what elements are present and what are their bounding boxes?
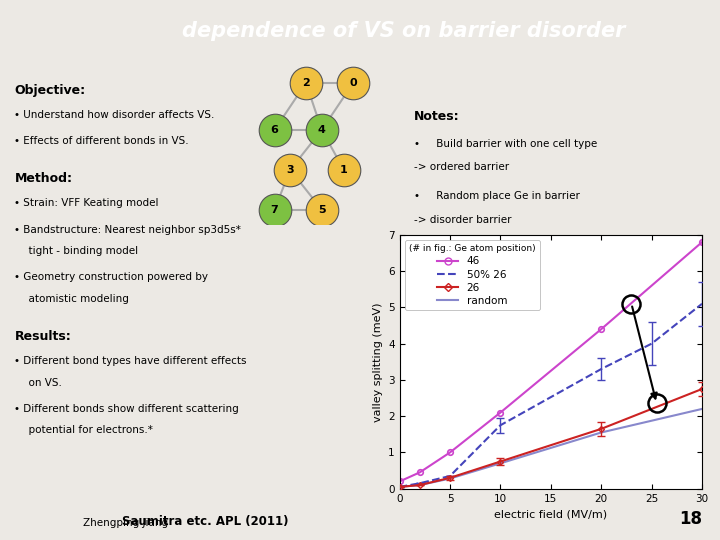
X-axis label: electric field (MV/m): electric field (MV/m) bbox=[494, 509, 608, 519]
Text: 6: 6 bbox=[271, 125, 279, 135]
Text: Notes:: Notes: bbox=[414, 110, 459, 123]
Text: 5: 5 bbox=[318, 205, 325, 214]
Text: • Understand how disorder affects VS.: • Understand how disorder affects VS. bbox=[14, 110, 215, 120]
Point bbox=[316, 205, 328, 214]
Text: 18: 18 bbox=[679, 510, 702, 528]
Text: 3: 3 bbox=[287, 165, 294, 175]
Point bbox=[269, 126, 280, 134]
Text: 7: 7 bbox=[271, 205, 279, 214]
Text: -> ordered barrier: -> ordered barrier bbox=[414, 163, 509, 172]
Text: potential for electrons.*: potential for electrons.* bbox=[22, 426, 153, 435]
Point bbox=[269, 205, 280, 214]
Text: Objective:: Objective: bbox=[14, 84, 86, 97]
Text: Saumitra etc. APL (2011): Saumitra etc. APL (2011) bbox=[122, 515, 289, 528]
Text: on VS.: on VS. bbox=[22, 377, 61, 388]
Text: Results:: Results: bbox=[14, 330, 71, 343]
Text: 4: 4 bbox=[318, 125, 325, 135]
Point bbox=[284, 165, 296, 174]
Legend: 46, 50% 26, 26, random: 46, 50% 26, 26, random bbox=[405, 240, 540, 310]
Text: tight - binding model: tight - binding model bbox=[22, 246, 138, 256]
Text: Method:: Method: bbox=[14, 172, 73, 185]
Text: 0: 0 bbox=[349, 78, 357, 88]
Text: • Bandstructure: Nearest neighbor sp3d5s*: • Bandstructure: Nearest neighbor sp3d5s… bbox=[14, 225, 241, 234]
Text: 1: 1 bbox=[340, 165, 348, 175]
Point bbox=[316, 126, 328, 134]
Text: •     Random place Ge in barrier: • Random place Ge in barrier bbox=[414, 191, 580, 201]
Text: • Geometry construction powered by: • Geometry construction powered by bbox=[14, 272, 208, 282]
Text: dependence of VS on barrier disorder: dependence of VS on barrier disorder bbox=[181, 21, 625, 41]
Text: • Strain: VFF Keating model: • Strain: VFF Keating model bbox=[14, 198, 159, 208]
Text: • Different bond types have different effects: • Different bond types have different ef… bbox=[14, 356, 247, 366]
Text: • Effects of different bonds in VS.: • Effects of different bonds in VS. bbox=[14, 136, 189, 146]
Text: atomistic modeling: atomistic modeling bbox=[22, 294, 128, 304]
Text: Zhengping Jiang: Zhengping Jiang bbox=[83, 518, 168, 528]
Y-axis label: valley splitting (meV): valley splitting (meV) bbox=[372, 302, 382, 422]
Text: •     Build barrier with one cell type: • Build barrier with one cell type bbox=[414, 139, 598, 148]
Point bbox=[300, 79, 312, 87]
Text: -> disorder barrier: -> disorder barrier bbox=[414, 215, 511, 225]
Point bbox=[338, 165, 350, 174]
Text: 2: 2 bbox=[302, 78, 310, 88]
Point bbox=[348, 79, 359, 87]
Text: • Different bonds show different scattering: • Different bonds show different scatter… bbox=[14, 404, 239, 414]
